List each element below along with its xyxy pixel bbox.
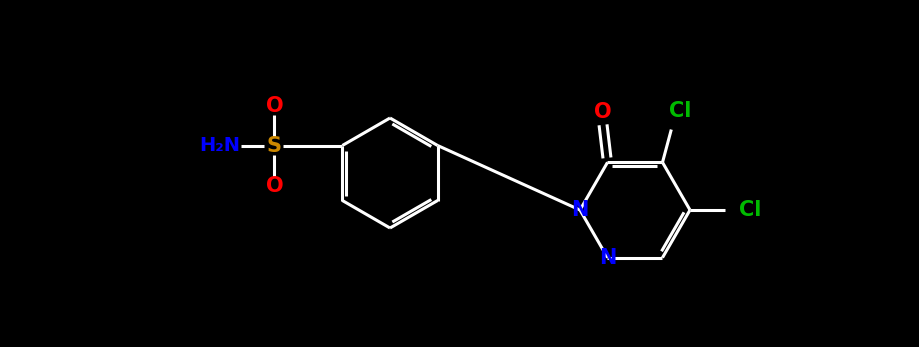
Text: O: O bbox=[593, 102, 610, 122]
Text: Cl: Cl bbox=[668, 101, 690, 121]
Text: N: N bbox=[571, 200, 588, 220]
Text: O: O bbox=[266, 176, 283, 195]
Text: H₂N: H₂N bbox=[199, 136, 240, 155]
Text: O: O bbox=[266, 95, 283, 116]
Text: S: S bbox=[267, 135, 281, 155]
Text: Cl: Cl bbox=[738, 200, 760, 220]
Text: N: N bbox=[598, 248, 616, 268]
